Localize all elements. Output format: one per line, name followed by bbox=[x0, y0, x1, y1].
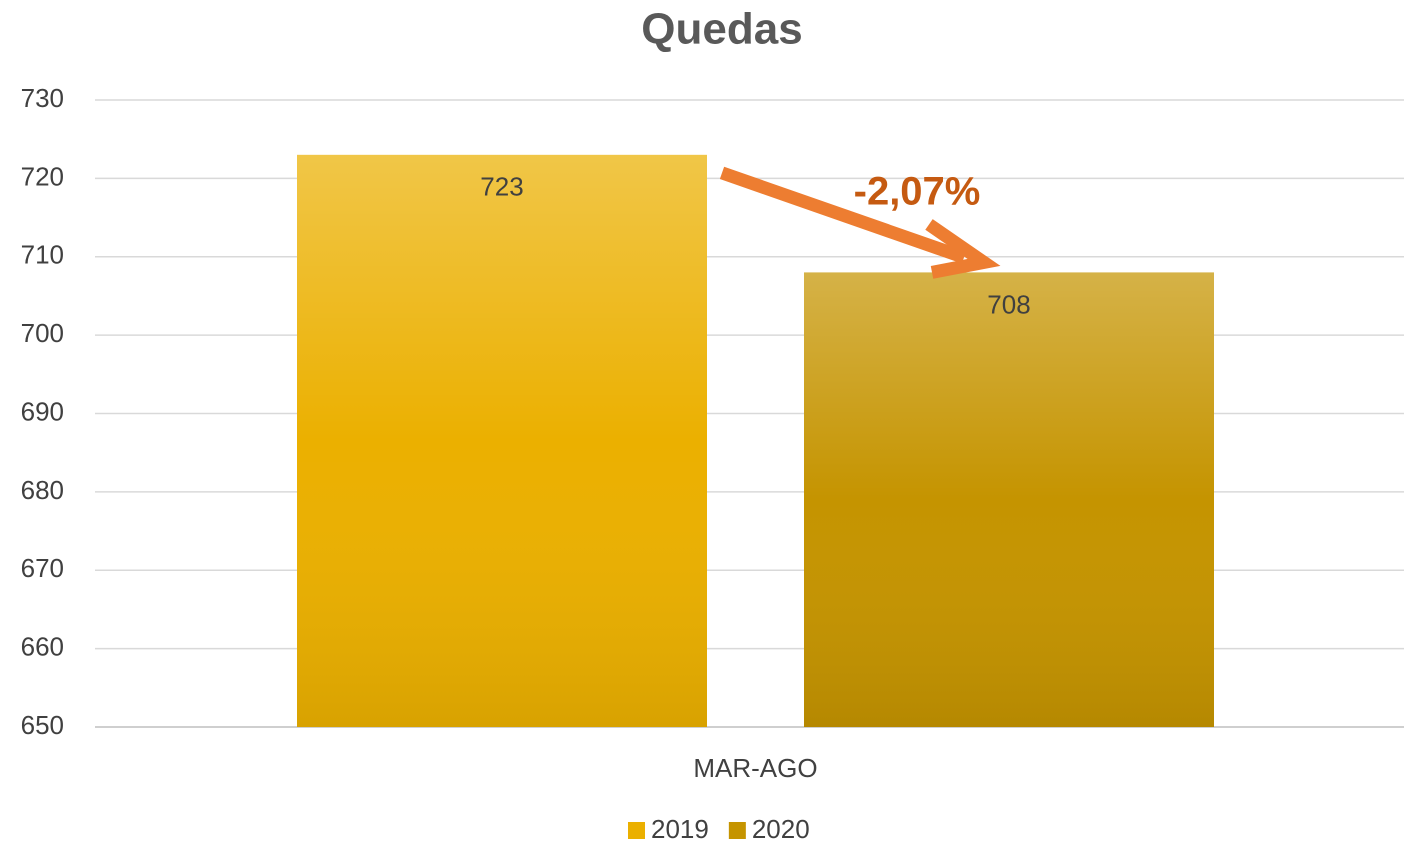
y-tick-label: 730 bbox=[21, 83, 64, 113]
data-label: 708 bbox=[987, 289, 1030, 319]
data-label: 723 bbox=[480, 172, 523, 202]
y-tick-label: 650 bbox=[21, 710, 64, 740]
y-tick-label: 720 bbox=[21, 161, 64, 191]
y-tick-label: 700 bbox=[21, 318, 64, 348]
legend-swatch bbox=[728, 822, 746, 839]
chart-title: Quedas bbox=[641, 5, 802, 54]
arrow-shaft bbox=[719, 166, 967, 264]
bar-shade bbox=[804, 272, 1214, 727]
legend-swatch bbox=[628, 822, 645, 839]
arrow-head bbox=[925, 219, 1001, 279]
legend-label: 2019 bbox=[651, 814, 709, 844]
annotation: -2,07% bbox=[854, 170, 981, 214]
y-tick-label: 680 bbox=[21, 475, 64, 505]
x-tick-label: MAR-AGO bbox=[693, 753, 817, 783]
y-tick-label: 710 bbox=[21, 240, 64, 270]
bar-shade bbox=[297, 154, 707, 728]
y-tick-label: 670 bbox=[21, 553, 64, 583]
legend-label: 2020 bbox=[752, 814, 810, 844]
y-tick-label: 690 bbox=[21, 396, 64, 426]
y-tick-label: 660 bbox=[21, 632, 64, 662]
